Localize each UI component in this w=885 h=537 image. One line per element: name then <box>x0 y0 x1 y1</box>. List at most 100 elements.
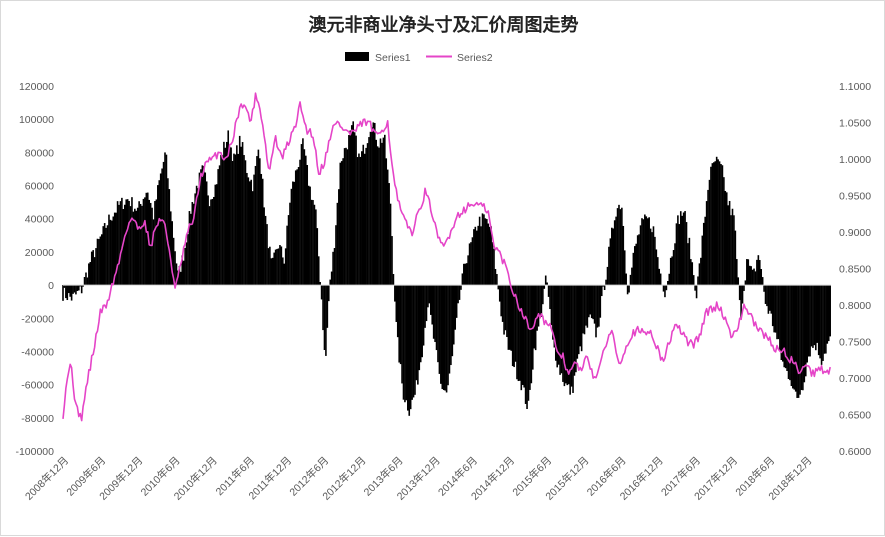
bar-series1 <box>766 285 768 306</box>
bar-series1 <box>637 235 639 285</box>
bar-series1 <box>752 270 754 285</box>
bar-series1 <box>539 285 541 317</box>
bar-series1 <box>650 229 652 285</box>
bar-series1 <box>259 158 261 285</box>
bar-series1 <box>775 285 777 333</box>
y-right-tick-label: 1.0500 <box>839 118 871 130</box>
bar-series1 <box>485 218 487 285</box>
bar-series1 <box>358 154 360 286</box>
y-right-tick-label: 0.7000 <box>839 373 871 385</box>
bar-series1 <box>600 285 602 318</box>
bar-series1 <box>298 167 300 285</box>
bar-series1 <box>216 184 218 285</box>
bar-series1 <box>564 285 566 386</box>
bar-series1 <box>601 285 603 296</box>
bar-series1 <box>743 285 745 291</box>
bar-series1 <box>575 285 577 372</box>
bar-series1 <box>192 202 194 285</box>
bar-series1 <box>338 189 340 285</box>
bar-series1 <box>383 138 385 285</box>
bar-series1 <box>578 285 580 354</box>
bar-series1 <box>440 285 442 384</box>
bar-series1 <box>561 285 563 373</box>
bar-series1 <box>225 148 227 285</box>
bar-series1 <box>628 285 630 292</box>
bar-series1 <box>693 275 695 285</box>
y-left-tick-label: 60000 <box>25 181 54 193</box>
bar-series1 <box>90 262 92 285</box>
bar-series1 <box>443 285 445 390</box>
bar-series1 <box>548 285 550 297</box>
bar-series1 <box>125 199 127 285</box>
bar-series1 <box>393 274 395 285</box>
bar-series1 <box>396 285 398 322</box>
bar-series1 <box>568 285 570 384</box>
bar-series1 <box>450 285 452 365</box>
bar-series1 <box>729 201 731 285</box>
bar-series1 <box>533 285 535 348</box>
bar-series1 <box>587 285 589 328</box>
bar-series1 <box>709 180 711 285</box>
bar-series1 <box>624 250 626 285</box>
bar-series1 <box>309 187 311 286</box>
bar-series1 <box>691 262 693 285</box>
bar-series1 <box>668 274 670 285</box>
bar-series1 <box>635 244 637 285</box>
bar-series1 <box>167 178 169 285</box>
bar-series1 <box>328 285 330 301</box>
bar-series1 <box>240 147 242 285</box>
bar-series1 <box>378 148 380 285</box>
bar-series1 <box>633 253 635 285</box>
bar-series1 <box>138 201 140 285</box>
bar-series1 <box>509 285 511 350</box>
bar-series1 <box>252 191 254 285</box>
bar-series1 <box>296 169 298 285</box>
bar-series1 <box>265 216 267 285</box>
bar-series1 <box>671 256 673 285</box>
bar-series1 <box>725 191 727 285</box>
y-left-tick-label: 0 <box>48 280 54 292</box>
bar-series1 <box>610 238 612 285</box>
bar-series1 <box>747 259 749 285</box>
y-left-tick-label: 20000 <box>25 247 54 259</box>
bar-series1 <box>362 145 364 285</box>
bar-series1 <box>295 170 297 285</box>
bar-series1 <box>219 165 221 285</box>
bar-series1 <box>276 249 278 285</box>
bar-series1 <box>801 285 803 390</box>
bar-series1 <box>713 162 715 285</box>
bar-series1 <box>779 285 781 350</box>
bar-series1 <box>770 285 772 314</box>
bar-series1 <box>522 285 524 385</box>
bar-series1 <box>519 285 521 381</box>
bar-series1 <box>769 285 771 311</box>
bar-series1 <box>62 285 64 301</box>
bar-series1 <box>169 189 171 285</box>
bar-series1 <box>720 164 722 285</box>
bar-series1 <box>492 242 494 285</box>
bar-series1 <box>189 211 191 285</box>
bar-series1 <box>81 285 83 293</box>
bar-series1 <box>611 228 613 285</box>
bar-series1 <box>733 215 735 285</box>
bar-series1 <box>815 285 817 350</box>
bar-series1 <box>322 285 324 330</box>
bar-series1 <box>582 285 584 333</box>
bar-series1 <box>271 258 273 285</box>
bar-series1 <box>727 205 729 285</box>
bar-series1 <box>101 234 103 285</box>
bar-series1 <box>730 215 732 285</box>
bar-series1 <box>556 285 558 367</box>
bar-series1 <box>496 274 498 285</box>
bar-series1 <box>447 285 449 385</box>
bar-series1 <box>660 274 662 286</box>
bar-series1 <box>311 200 313 285</box>
bar-series1 <box>453 285 455 344</box>
bar-series1 <box>74 285 76 292</box>
bar-series1 <box>381 143 383 285</box>
bar-series1 <box>446 285 448 392</box>
bar-series1 <box>203 166 205 285</box>
bar-series1 <box>88 263 90 285</box>
bar-series1 <box>426 285 428 321</box>
